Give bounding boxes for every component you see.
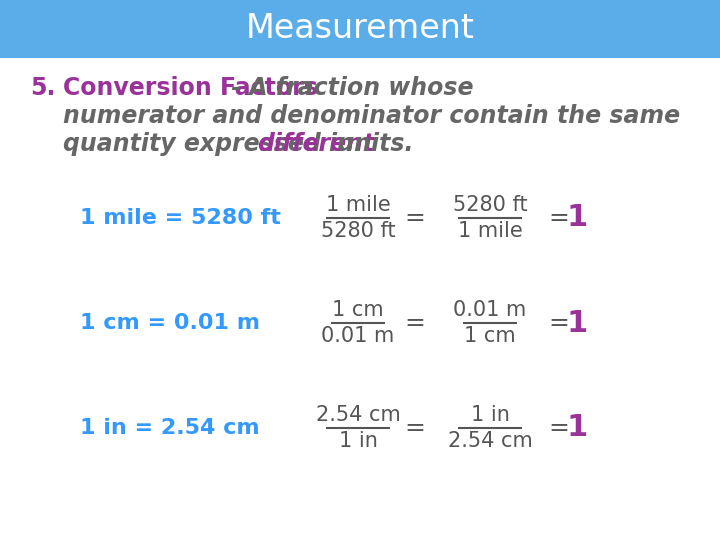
Text: 1 cm = 0.01 m: 1 cm = 0.01 m [80,313,260,333]
Text: 1 mile: 1 mile [458,221,523,241]
Text: 0.01 m: 0.01 m [321,326,395,346]
Text: =: = [548,311,569,335]
Bar [0,0,720,58]
Text: 1: 1 [567,204,588,233]
Text: =: = [405,311,426,335]
Text: 1 mile: 1 mile [325,195,390,215]
Text: 2.54 cm: 2.54 cm [315,405,400,425]
Text: 1 cm: 1 cm [332,300,384,320]
Text: =: = [548,206,569,230]
Text: 5.: 5. [30,76,55,100]
Text: - A fraction whose: - A fraction whose [223,76,474,100]
Text: 1 cm: 1 cm [464,326,516,346]
Text: quantity expressed in: quantity expressed in [63,132,362,156]
Text: 0.01 m: 0.01 m [454,300,526,320]
Text: 1 in: 1 in [338,431,377,451]
Text: units.: units. [329,132,413,156]
Text: 2.54 cm: 2.54 cm [448,431,532,451]
Text: 1: 1 [567,308,588,338]
Text: =: = [405,206,426,230]
Text: 1 in: 1 in [471,405,510,425]
Text: 1 in = 2.54 cm: 1 in = 2.54 cm [80,418,260,438]
Text: different: different [257,132,374,156]
Text: 5280 ft: 5280 ft [453,195,527,215]
Text: Conversion Factors: Conversion Factors [63,76,318,100]
Text: =: = [548,416,569,440]
Text: 1 mile = 5280 ft: 1 mile = 5280 ft [80,208,281,228]
Text: 5280 ft: 5280 ft [320,221,395,241]
Text: Measurement: Measurement [246,12,474,45]
Text: numerator and denominator contain the same: numerator and denominator contain the sa… [63,104,680,128]
Text: 1: 1 [567,414,588,442]
Text: =: = [405,416,426,440]
